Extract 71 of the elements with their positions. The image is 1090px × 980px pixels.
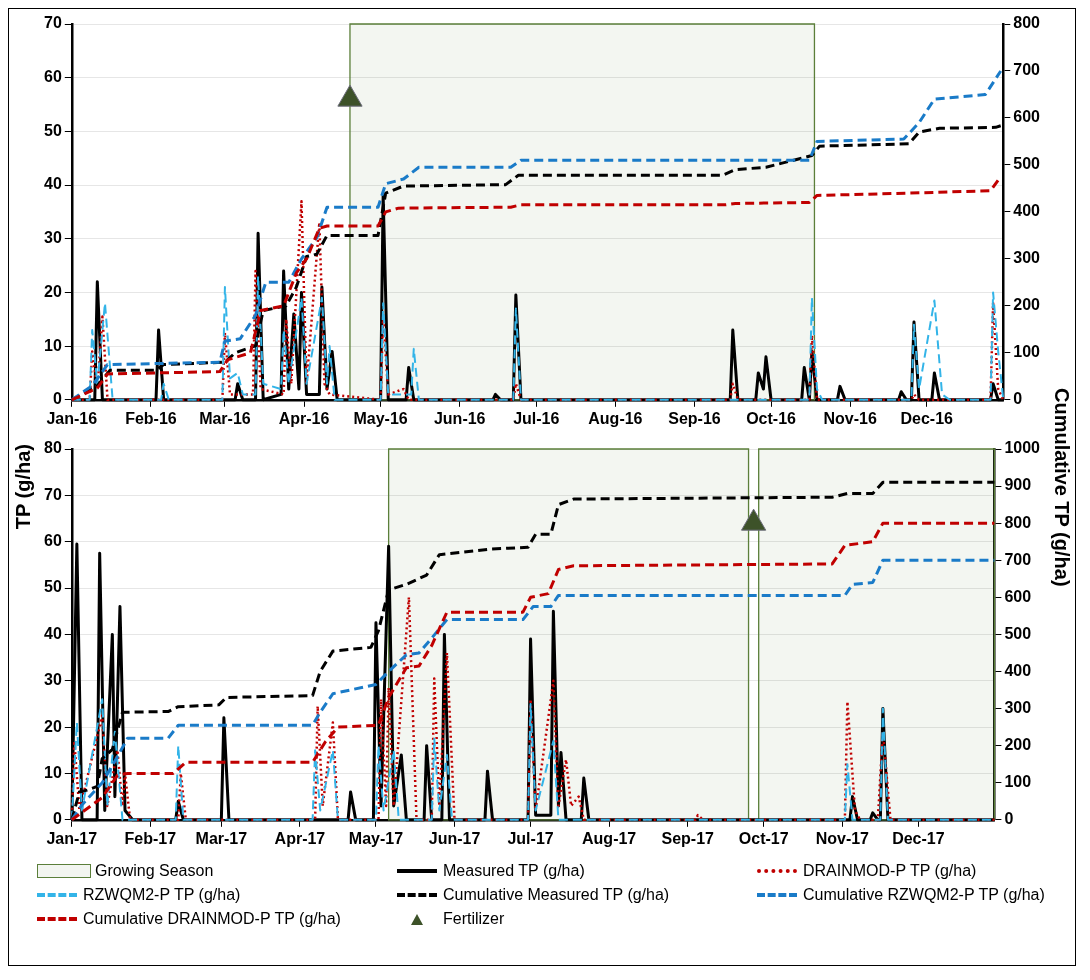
- x-tick-label: May-16: [353, 409, 408, 427]
- x-tick-label: Feb-17: [124, 829, 177, 847]
- y-tick-label: 10: [44, 336, 62, 354]
- y-tick-label: 40: [44, 624, 62, 642]
- legend-label: Cumulative Measured TP (g/ha): [443, 886, 670, 904]
- y2-tick-label: 800: [1013, 14, 1041, 32]
- y2-tick-label: 0: [1004, 810, 1014, 828]
- y-tick-label: 70: [44, 14, 62, 32]
- x-tick-label: Jun-16: [433, 409, 486, 427]
- y2-tick-label: 200: [1004, 736, 1032, 754]
- x-tick-label: Jan-17: [46, 829, 98, 847]
- x-tick-label: Jul-16: [513, 409, 560, 427]
- y2-tick-label: 800: [1004, 513, 1032, 531]
- y-tick-label: 30: [44, 671, 62, 689]
- y2-axis-title: Cumulative TP (g/ha): [1049, 387, 1073, 587]
- x-tick-label: Dec-16: [900, 409, 954, 427]
- x-tick-label: Mar-17: [195, 829, 248, 847]
- y-tick-label: 0: [52, 810, 62, 828]
- y2-tick-label: 0: [1013, 390, 1023, 408]
- x-tick-label: May-17: [348, 829, 404, 847]
- y2-tick-label: 1000: [1004, 439, 1041, 457]
- legend-label: Fertilizer: [443, 910, 505, 928]
- y2-tick-label: 500: [1004, 624, 1032, 642]
- y-tick-label: 50: [44, 121, 62, 139]
- y-tick-label: 50: [44, 578, 62, 596]
- x-tick-label: Nov-17: [815, 829, 870, 847]
- y2-tick-label: 500: [1013, 155, 1041, 173]
- x-tick-label: Jul-17: [507, 829, 554, 847]
- y-tick-label: 20: [44, 282, 62, 300]
- y-tick-label: 30: [44, 229, 62, 247]
- y-tick-label: 80: [44, 439, 62, 457]
- y2-tick-label: 400: [1004, 661, 1032, 679]
- x-tick-label: Apr-16: [278, 409, 330, 427]
- x-tick-label: Oct-17: [738, 829, 789, 847]
- y2-tick-label: 700: [1013, 61, 1041, 79]
- y2-tick-label: 700: [1004, 550, 1032, 568]
- x-tick-label: Apr-17: [274, 829, 326, 847]
- y2-tick-label: 600: [1004, 587, 1032, 605]
- x-tick-label: Jun-17: [428, 829, 481, 847]
- x-tick-label: Oct-16: [746, 409, 797, 427]
- y-tick-label: 40: [44, 175, 62, 193]
- x-tick-label: Aug-17: [582, 829, 637, 847]
- y-axis-title: TP (g/ha): [11, 444, 35, 530]
- y-tick-label: 60: [44, 532, 62, 550]
- y2-tick-label: 200: [1013, 296, 1041, 314]
- x-tick-label: Jan-16: [46, 409, 98, 427]
- y2-tick-label: 900: [1004, 476, 1032, 494]
- y-tick-label: 60: [44, 68, 62, 86]
- x-tick-label: Dec-17: [892, 829, 945, 847]
- legend-label: RZWQM2-P TP (g/ha): [83, 886, 241, 904]
- legend-label: Cumulative DRAINMOD-P TP (g/ha): [83, 910, 341, 928]
- y2-tick-label: 100: [1004, 773, 1032, 791]
- legend-label: Growing Season: [95, 862, 214, 880]
- y2-tick-label: 100: [1013, 343, 1041, 361]
- x-tick-label: Sep-17: [661, 829, 715, 847]
- y2-tick-label: 400: [1013, 202, 1041, 220]
- y2-tick-label: 300: [1004, 698, 1032, 716]
- x-tick-label: Nov-16: [823, 409, 877, 427]
- x-tick-label: Sep-16: [668, 409, 721, 427]
- x-tick-label: Mar-16: [199, 409, 251, 427]
- y-tick-label: 70: [44, 485, 62, 503]
- legend-label: Measured TP (g/ha): [443, 862, 585, 880]
- x-tick-label: Feb-16: [125, 409, 177, 427]
- x-tick-label: Aug-16: [588, 409, 643, 427]
- legend-label: Cumulative RZWQM2-P TP (g/ha): [803, 886, 1045, 904]
- y2-tick-label: 300: [1013, 249, 1041, 267]
- y-tick-label: 0: [52, 390, 62, 408]
- y-tick-label: 10: [44, 763, 62, 781]
- y2-tick-label: 600: [1013, 108, 1041, 126]
- y-tick-label: 20: [44, 717, 62, 735]
- legend-label: DRAINMOD-P TP (g/ha): [803, 862, 977, 880]
